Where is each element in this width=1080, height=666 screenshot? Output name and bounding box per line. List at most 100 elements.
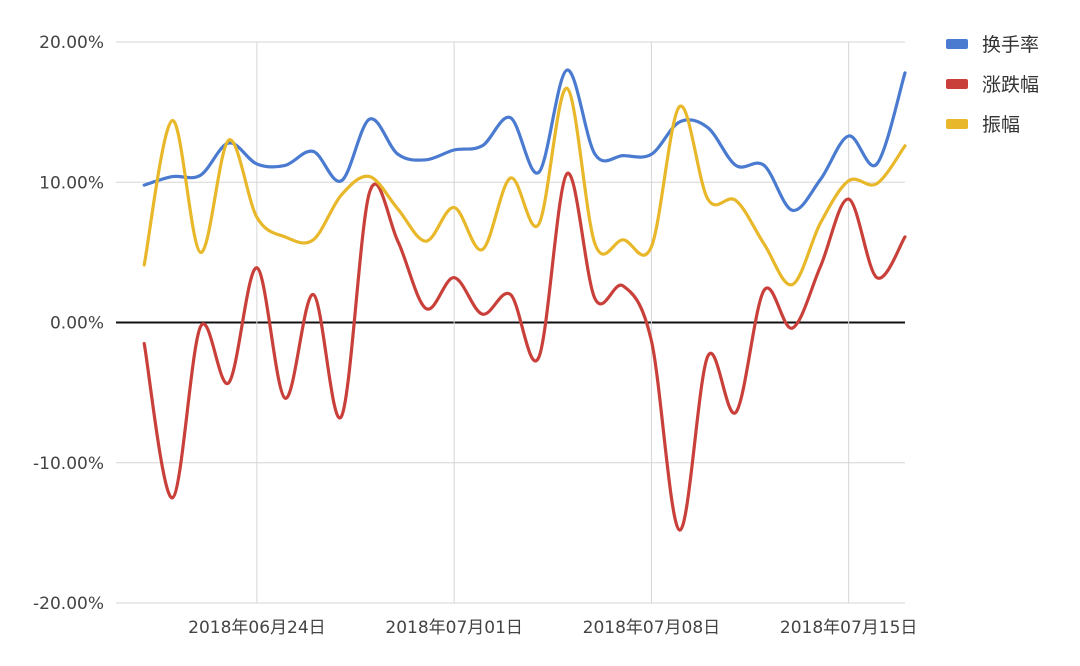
- data-point-series-2: [537, 223, 540, 226]
- data-point-series-0: [284, 164, 286, 167]
- data-point-series-2: [706, 198, 709, 200]
- data-point-series-1: [481, 313, 484, 315]
- data-point-series-0: [706, 126, 709, 129]
- legend-label: 换手率: [982, 34, 1039, 56]
- data-point-series-2: [904, 144, 906, 147]
- data-point-series-0: [537, 171, 540, 174]
- data-point-series-0: [199, 174, 202, 177]
- data-point-series-2: [425, 240, 427, 242]
- data-point-series-1: [537, 356, 540, 359]
- data-point-series-2: [594, 243, 596, 245]
- data-point-series-1: [453, 276, 455, 279]
- x-tick-label: 2018年07月08日: [583, 618, 721, 638]
- data-point-series-1: [706, 355, 709, 357]
- x-axis-ticks: 2018年06月24日 2018年07月01日 2018年07月08日 2018年07…: [188, 618, 917, 638]
- data-point-series-2: [566, 87, 568, 90]
- data-point-series-1: [678, 529, 681, 531]
- data-point-series-1: [312, 293, 315, 296]
- legend-swatch: [946, 79, 968, 89]
- data-point-series-1: [396, 240, 399, 242]
- data-point-series-0: [453, 149, 455, 151]
- data-point-series-0: [509, 116, 512, 119]
- data-point-series-0: [425, 159, 427, 161]
- data-point-series-2: [650, 245, 653, 248]
- data-point-series-0: [396, 153, 399, 155]
- data-point-series-2: [763, 243, 765, 245]
- data-point-series-2: [453, 206, 455, 209]
- data-point-series-0: [481, 144, 484, 147]
- data-point-series-2: [735, 199, 737, 202]
- data-point-series-2: [481, 248, 484, 251]
- y-tick-label: -10.00%: [33, 454, 104, 474]
- data-point-series-0: [876, 163, 878, 165]
- data-point-series-0: [847, 135, 850, 137]
- data-point-series-1: [763, 289, 765, 292]
- x-tick-label: 2018年06月24日: [188, 618, 326, 638]
- series-lines: [142, 68, 907, 532]
- data-point-series-0: [340, 180, 343, 182]
- grid: [116, 41, 905, 604]
- data-point-series-0: [256, 163, 258, 165]
- data-point-series-1: [256, 267, 258, 269]
- data-point-series-1: [425, 307, 427, 310]
- data-point-series-2: [678, 105, 681, 108]
- data-point-series-1: [847, 198, 850, 200]
- data-point-series-1: [650, 339, 653, 342]
- data-point-series-1: [791, 327, 794, 329]
- data-point-series-1: [622, 285, 625, 287]
- data-point-series-1: [227, 382, 230, 384]
- data-point-series-1: [199, 325, 202, 328]
- data-point-series-0: [368, 118, 371, 120]
- data-point-series-1: [594, 297, 596, 300]
- legend-label: 振幅: [982, 114, 1020, 136]
- data-point-series-1: [904, 236, 906, 238]
- data-point-series-2: [791, 283, 794, 286]
- y-tick-label: 10.00%: [39, 173, 104, 193]
- data-point-series-1: [143, 342, 145, 345]
- data-point-series-0: [622, 154, 625, 157]
- data-point-series-0: [678, 121, 681, 123]
- data-point-series-2: [847, 180, 850, 182]
- y-tick-label: -20.00%: [33, 594, 104, 614]
- data-point-series-1: [368, 191, 371, 193]
- data-point-series-0: [594, 153, 596, 155]
- data-point-series-2: [876, 182, 878, 185]
- data-point-series-1: [284, 397, 286, 400]
- data-point-series-2: [143, 264, 145, 266]
- y-tick-label: 0.00%: [50, 314, 104, 334]
- data-point-series-2: [284, 236, 286, 238]
- data-point-series-0: [650, 153, 653, 155]
- data-point-series-2: [227, 139, 230, 141]
- legend-swatch: [946, 119, 968, 129]
- data-point-series-2: [819, 222, 822, 224]
- data-point-series-1: [566, 173, 568, 175]
- data-point-series-0: [791, 209, 794, 212]
- series-line-1: [142, 172, 907, 532]
- data-point-series-0: [143, 184, 145, 186]
- data-point-series-2: [368, 175, 371, 178]
- data-point-series-1: [509, 293, 512, 296]
- data-point-series-0: [566, 69, 568, 71]
- data-point-series-0: [735, 164, 737, 167]
- data-point-series-1: [819, 265, 822, 268]
- data-point-series-2: [171, 119, 174, 122]
- series-line-0: [142, 68, 907, 212]
- x-tick-label: 2018年07月01日: [385, 618, 523, 638]
- data-point-series-0: [763, 164, 765, 167]
- data-point-series-2: [509, 177, 512, 179]
- data-point-series-2: [256, 216, 258, 219]
- data-point-series-0: [819, 178, 822, 181]
- data-point-series-1: [876, 276, 878, 279]
- data-point-series-2: [312, 238, 315, 241]
- y-tick-label: 20.00%: [39, 33, 104, 53]
- data-point-series-2: [622, 238, 625, 241]
- y-axis-ticks: 20.00% 10.00% 0.00% -10.00% -20.00%: [33, 33, 104, 614]
- legend-swatch: [946, 39, 968, 49]
- legend-label: 涨跌幅: [982, 74, 1039, 96]
- data-point-series-2: [340, 194, 343, 196]
- data-point-series-2: [396, 208, 399, 210]
- data-point-series-0: [312, 150, 315, 153]
- x-tick-label: 2018年07月15日: [780, 618, 918, 638]
- series-line-2: [142, 86, 907, 287]
